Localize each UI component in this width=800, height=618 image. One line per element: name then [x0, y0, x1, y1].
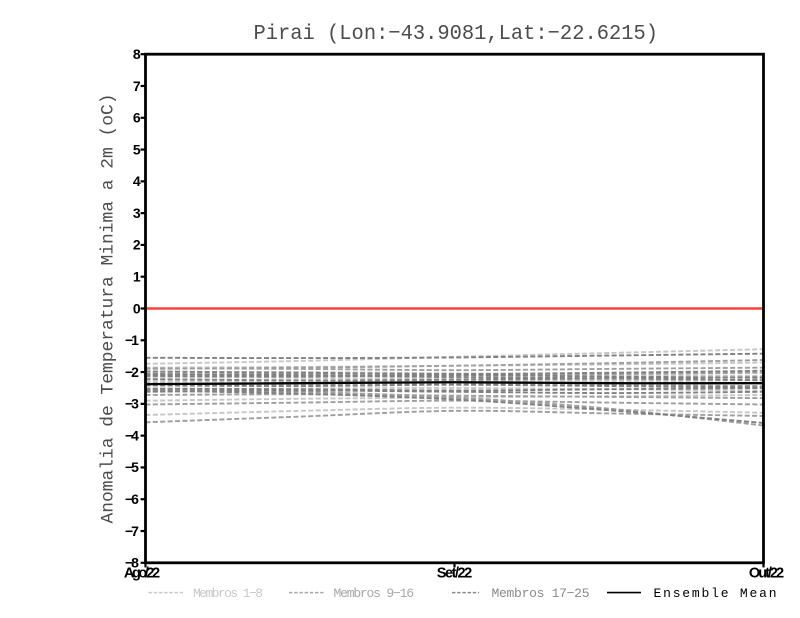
svg-text:−1: −1	[125, 332, 139, 348]
svg-text:−2: −2	[125, 364, 139, 380]
svg-text:−3: −3	[125, 396, 139, 412]
svg-text:Anomalia de Temperatura Minima: Anomalia de Temperatura Minima a 2m (oC)	[99, 93, 119, 523]
svg-text:−8: −8	[125, 555, 139, 571]
svg-text:Pirai (Lon:−43.9081,Lat:−22.62: Pirai (Lon:−43.9081,Lat:−22.6215)	[254, 22, 659, 46]
svg-text:Ago/22: Ago/22	[124, 566, 160, 582]
svg-text:Membros 1−8: Membros 1−8	[193, 586, 263, 601]
svg-text:1: 1	[133, 269, 141, 285]
svg-text:Out/22: Out/22	[749, 566, 784, 582]
svg-text:Membros 9−16: Membros 9−16	[334, 586, 415, 601]
svg-text:2: 2	[133, 237, 141, 253]
svg-text:7: 7	[133, 78, 141, 94]
svg-text:−5: −5	[125, 459, 139, 475]
svg-text:5: 5	[133, 141, 141, 157]
svg-text:−4: −4	[125, 427, 139, 443]
svg-text:0: 0	[133, 300, 141, 316]
svg-text:3: 3	[133, 205, 141, 221]
svg-text:8: 8	[133, 46, 141, 62]
svg-text:6: 6	[133, 110, 141, 126]
svg-text:−7: −7	[125, 523, 139, 539]
svg-text:Ensemble Mean: Ensemble Mean	[654, 586, 777, 601]
svg-text:Set/22: Set/22	[437, 566, 473, 582]
svg-text:4: 4	[133, 173, 141, 189]
svg-text:−6: −6	[125, 491, 139, 507]
svg-text:Membros 17−25: Membros 17−25	[492, 586, 590, 601]
